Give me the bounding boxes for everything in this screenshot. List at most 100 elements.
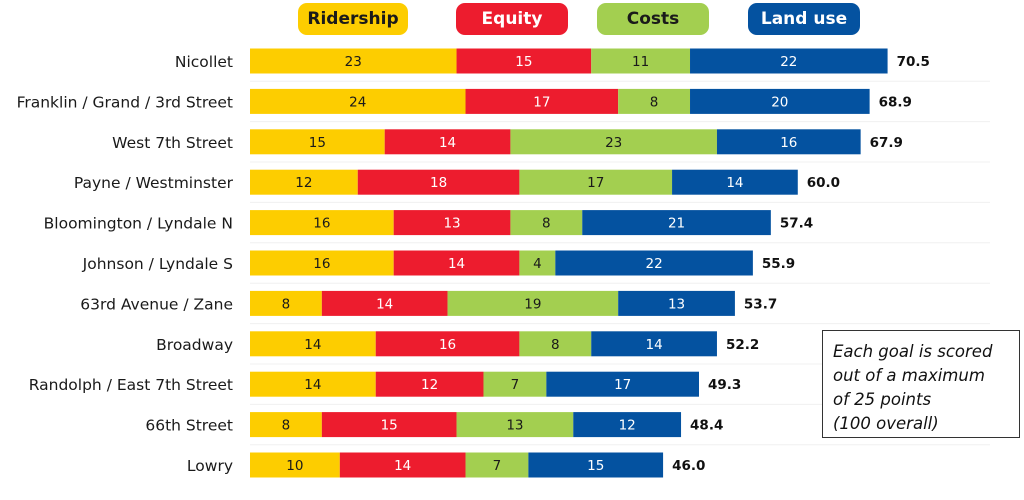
segment-value-label: 8 bbox=[282, 296, 291, 312]
bar-segment-ridership bbox=[250, 88, 466, 114]
scoring-note-line: Each goal is scored bbox=[833, 342, 993, 361]
category-label: Payne / Westminster bbox=[74, 174, 234, 192]
segment-value-label: 23 bbox=[605, 135, 622, 151]
bar-segment-ridership bbox=[250, 210, 394, 236]
segment-value-label: 12 bbox=[421, 377, 438, 393]
bar-segment-land-use bbox=[672, 169, 798, 195]
segment-value-label: 16 bbox=[439, 337, 456, 353]
segment-value-label: 7 bbox=[511, 377, 520, 393]
segment-value-label: 8 bbox=[551, 337, 560, 353]
segment-value-label: 14 bbox=[376, 296, 393, 312]
bar-segment-equity bbox=[375, 371, 484, 397]
total-label: 49.3 bbox=[708, 377, 741, 393]
bar-segment-land-use bbox=[555, 250, 753, 276]
segment-value-label: 15 bbox=[381, 418, 398, 434]
total-label: 46.0 bbox=[672, 458, 705, 474]
bar-segment-costs bbox=[483, 371, 547, 397]
bar-segment-costs bbox=[447, 290, 619, 316]
legend-equity: Equity bbox=[456, 3, 568, 35]
bar-segment-ridership bbox=[250, 371, 376, 397]
bar-segment-equity bbox=[384, 129, 511, 155]
segment-value-label: 14 bbox=[304, 337, 321, 353]
legend-land-use: Land use bbox=[748, 3, 860, 35]
bar-segment-costs bbox=[591, 48, 691, 74]
bar-segment-equity bbox=[465, 88, 619, 114]
total-label: 52.2 bbox=[726, 337, 759, 353]
bar-segment-costs bbox=[519, 331, 592, 357]
segment-value-label: 21 bbox=[668, 216, 685, 232]
total-label: 68.9 bbox=[879, 94, 912, 110]
bar-segment-land-use bbox=[573, 412, 682, 438]
category-label: 63rd Avenue / Zane bbox=[80, 295, 233, 313]
bar-segment-costs bbox=[465, 452, 529, 478]
bar-segment-equity bbox=[357, 169, 520, 195]
bar-segment-ridership bbox=[250, 412, 322, 438]
segment-value-label: 15 bbox=[309, 135, 326, 151]
segment-value-label: 16 bbox=[313, 256, 330, 272]
bar-segment-equity bbox=[456, 48, 592, 74]
bar-segment-costs bbox=[510, 129, 717, 155]
total-label: 67.9 bbox=[870, 135, 903, 151]
segment-value-label: 14 bbox=[439, 135, 456, 151]
segment-value-label: 19 bbox=[524, 296, 541, 312]
segment-value-label: 17 bbox=[587, 175, 604, 191]
bar-segment-equity bbox=[393, 210, 511, 236]
bar-segment-land-use bbox=[591, 331, 717, 357]
bar-segment-land-use bbox=[582, 210, 771, 236]
bar-segment-ridership bbox=[250, 129, 385, 155]
segment-value-label: 15 bbox=[515, 54, 532, 70]
segment-value-label: 7 bbox=[493, 458, 502, 474]
bar-segment-equity bbox=[321, 290, 448, 316]
segment-value-label: 10 bbox=[286, 458, 303, 474]
segment-value-label: 22 bbox=[780, 54, 797, 70]
segment-value-label: 23 bbox=[345, 54, 362, 70]
bar-segment-equity bbox=[393, 250, 520, 276]
bar-segment-ridership bbox=[250, 331, 376, 357]
bar-segment-ridership bbox=[250, 48, 457, 74]
category-label: West 7th Street bbox=[112, 134, 233, 152]
total-label: 57.4 bbox=[780, 216, 813, 232]
bar-segment-ridership bbox=[250, 290, 322, 316]
total-label: 48.4 bbox=[690, 418, 723, 434]
bar-segment-ridership bbox=[250, 452, 340, 478]
bar-segment-equity bbox=[339, 452, 466, 478]
segment-value-label: 14 bbox=[394, 458, 411, 474]
segment-value-label: 14 bbox=[304, 377, 321, 393]
bar-segment-costs bbox=[519, 250, 556, 276]
bar-segment-land-use bbox=[690, 88, 870, 114]
legend-costs: Costs bbox=[597, 3, 709, 35]
scoring-note-line: out of a maximum bbox=[833, 366, 985, 385]
scoring-note: Each goal is scored out of a maximum of … bbox=[822, 330, 1020, 438]
segment-value-label: 14 bbox=[448, 256, 465, 272]
segment-value-label: 13 bbox=[443, 216, 460, 232]
bar-segment-ridership bbox=[250, 169, 358, 195]
category-label: Bloomington / Lyndale N bbox=[44, 215, 233, 233]
segment-value-label: 20 bbox=[771, 94, 788, 110]
bar-segment-costs bbox=[618, 88, 691, 114]
segment-value-label: 14 bbox=[726, 175, 743, 191]
bar-segment-land-use bbox=[618, 290, 735, 316]
bar-segment-land-use bbox=[716, 129, 861, 155]
bar-segment-land-use bbox=[690, 48, 888, 74]
category-label: Johnson / Lyndale S bbox=[82, 255, 233, 273]
segment-value-label: 17 bbox=[614, 377, 631, 393]
segment-value-label: 24 bbox=[349, 94, 366, 110]
bar-segment-land-use bbox=[546, 371, 699, 397]
category-label: Franklin / Grand / 3rd Street bbox=[17, 93, 233, 111]
bar-segment-land-use bbox=[528, 452, 664, 478]
legend-ridership: Ridership bbox=[298, 3, 408, 35]
segment-value-label: 15 bbox=[587, 458, 604, 474]
total-label: 70.5 bbox=[897, 54, 930, 70]
total-label: 60.0 bbox=[807, 175, 840, 191]
bar-segment-ridership bbox=[250, 250, 394, 276]
bar-segment-costs bbox=[519, 169, 673, 195]
segment-value-label: 12 bbox=[295, 175, 312, 191]
category-label: Broadway bbox=[156, 336, 233, 354]
segment-value-label: 8 bbox=[282, 418, 291, 434]
scoring-note-line: of 25 points bbox=[833, 390, 932, 409]
segment-value-label: 8 bbox=[542, 216, 551, 232]
segment-value-label: 4 bbox=[533, 256, 542, 272]
category-label: 66th Street bbox=[145, 417, 233, 435]
segment-value-label: 16 bbox=[780, 135, 797, 151]
